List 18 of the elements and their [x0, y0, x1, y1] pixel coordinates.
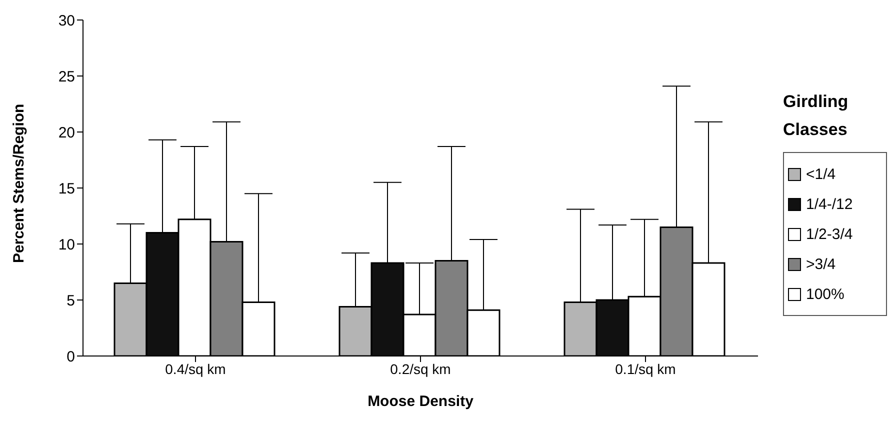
x-tick-label: 0.4/sq km [165, 360, 226, 377]
legend-label: 1/4-/12 [806, 196, 853, 212]
x-tick-label: 0.2/sq km [390, 360, 451, 377]
y-tick-label: 25 [58, 68, 75, 86]
y-tick-label: 30 [58, 12, 75, 30]
y-tick-label: 5 [66, 292, 75, 310]
legend-label: <1/4 [806, 166, 836, 182]
y-tick-label: 10 [58, 236, 75, 254]
legend-label: 100% [806, 286, 844, 302]
y-tick-label: 0 [66, 348, 75, 366]
legend-title: Girdling Classes [783, 91, 850, 141]
legend-label: >3/4 [806, 256, 836, 272]
y-tick-label: 15 [58, 180, 75, 198]
y-axis-title: Percent Stems/Region [10, 104, 28, 263]
x-tick-label: 0.1/sq km [615, 360, 676, 377]
x-axis-title: Moose Density [368, 393, 474, 410]
legend-label: 1/2-3/4 [806, 226, 853, 242]
y-tick-label: 20 [58, 124, 75, 142]
